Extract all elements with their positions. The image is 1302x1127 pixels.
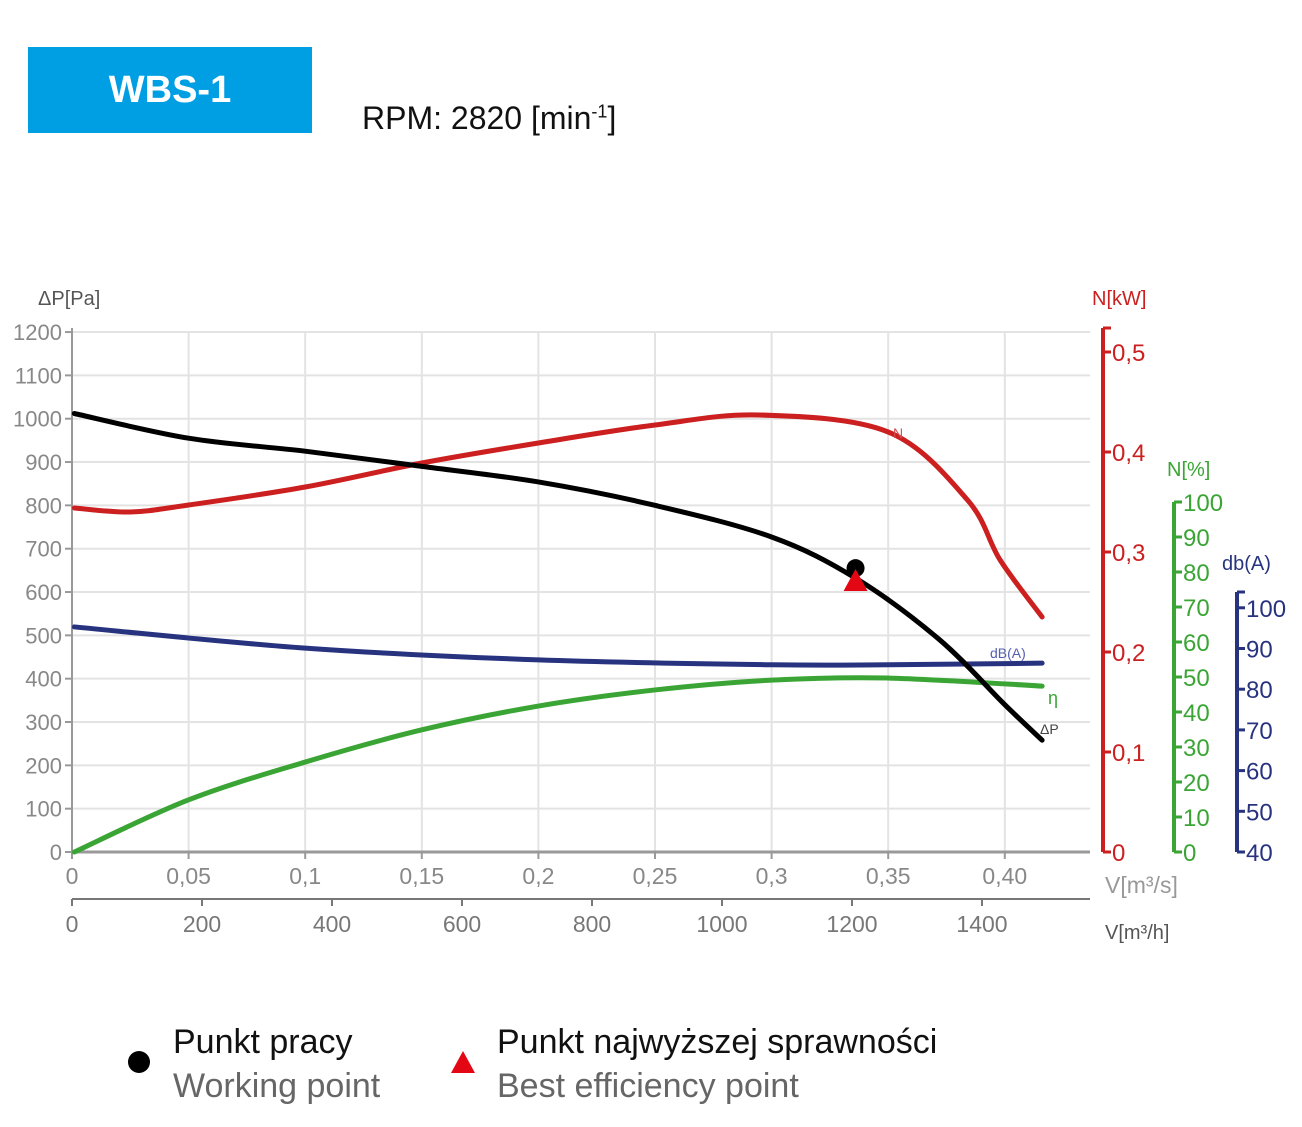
y-tick-label-dp: 200 bbox=[25, 753, 62, 778]
y-tick-label-dp: 300 bbox=[25, 710, 62, 735]
rpm-close: ] bbox=[607, 100, 617, 136]
x-tick-label-m3h: 0 bbox=[66, 911, 79, 937]
y-tick-label-dba: 80 bbox=[1246, 677, 1273, 704]
series-line-n bbox=[71, 412, 1045, 620]
x-tick-label-m3s: 0 bbox=[66, 863, 79, 889]
model-badge: WBS-1 bbox=[28, 47, 312, 133]
legend-best-efficiency-en: Best efficiency point bbox=[497, 1067, 799, 1105]
y-axis-label-pct: N[%] bbox=[1167, 459, 1210, 481]
x-tick-label-m3h: 400 bbox=[313, 911, 351, 937]
y-tick-label-pct: 80 bbox=[1183, 560, 1210, 587]
model-name: WBS-1 bbox=[108, 68, 232, 111]
y-tick-label-kw: 0 bbox=[1112, 840, 1125, 867]
legend-best-efficiency-pl: Punkt najwyższej sprawności bbox=[497, 1023, 938, 1061]
y-tick-label-dp: 100 bbox=[25, 797, 62, 822]
y-tick-label-dp: 700 bbox=[25, 537, 62, 562]
y-tick-label-pct: 0 bbox=[1183, 840, 1196, 867]
x-tick-label-m3h: 600 bbox=[443, 911, 481, 937]
legend-working-point: Punkt pracy Working point bbox=[173, 1020, 380, 1108]
x-axis-m3h-label: V[m³/h] bbox=[1105, 922, 1169, 944]
y-tick-label-dba: 60 bbox=[1246, 759, 1273, 786]
y-tick-label-pct: 100 bbox=[1183, 490, 1223, 517]
y-tick-label-pct: 30 bbox=[1183, 735, 1210, 762]
x-tick-label-m3s: 0,15 bbox=[399, 863, 444, 889]
y-tick-label-dp: 500 bbox=[25, 623, 62, 648]
y-tick-label-dp: 800 bbox=[25, 493, 62, 518]
x-tick-label-m3h: 1200 bbox=[826, 911, 877, 937]
y-tick-label-dp: 1200 bbox=[13, 320, 62, 345]
rpm-sup: -1 bbox=[591, 101, 608, 122]
x-tick-label-m3s: 0,35 bbox=[866, 863, 911, 889]
y-tick-label-kw: 0,1 bbox=[1112, 740, 1145, 767]
x-tick-label-m3s: 0,3 bbox=[756, 863, 788, 889]
y-tick-label-dp: 1000 bbox=[13, 407, 62, 432]
series-line-eta bbox=[71, 675, 1045, 855]
x-tick-label-m3s: 0,25 bbox=[633, 863, 678, 889]
legend-best-efficiency: Punkt najwyższej sprawności Best efficie… bbox=[497, 1020, 937, 1108]
x-axis-m3s-label: V[m³/s] bbox=[1105, 872, 1178, 898]
y-tick-label-kw: 0,2 bbox=[1112, 640, 1145, 667]
legend-working-point-en: Working point bbox=[173, 1067, 381, 1105]
rpm-label: RPM: 2820 [min-1] bbox=[362, 100, 616, 137]
x-tick-label-m3h: 1000 bbox=[696, 911, 747, 937]
y-tick-label-pct: 60 bbox=[1183, 630, 1210, 657]
x-tick-label-m3s: 0,40 bbox=[982, 863, 1027, 889]
rpm-text: RPM: 2820 [min bbox=[362, 100, 592, 136]
y-tick-label-dp: 900 bbox=[25, 450, 62, 475]
y-axis-dp-label: ΔP[Pa] bbox=[38, 288, 100, 310]
working-point bbox=[846, 559, 865, 578]
y-tick-label-dba: 100 bbox=[1246, 596, 1286, 623]
y-tick-label-kw: 0,4 bbox=[1112, 440, 1145, 467]
y-axis-label-dba: db(A) bbox=[1222, 553, 1271, 575]
series-line-dp bbox=[71, 411, 1045, 743]
legend-working-point-pl: Punkt pracy bbox=[173, 1023, 353, 1061]
series-label-dp: ΔP bbox=[1040, 721, 1059, 737]
series-line-dba bbox=[71, 624, 1045, 668]
best-efficiency-point bbox=[843, 569, 868, 592]
y-tick-label-pct: 90 bbox=[1183, 525, 1210, 552]
y-tick-label-dba: 70 bbox=[1246, 718, 1273, 745]
y-tick-label-dp: 600 bbox=[25, 580, 62, 605]
y-tick-label-dp: 1100 bbox=[15, 363, 62, 388]
y-tick-label-kw: 0,3 bbox=[1112, 540, 1145, 567]
y-tick-label-dba: 90 bbox=[1246, 637, 1273, 664]
y-tick-label-dba: 50 bbox=[1246, 799, 1273, 826]
x-tick-label-m3s: 0,2 bbox=[522, 863, 554, 889]
x-tick-label-m3h: 1400 bbox=[956, 911, 1007, 937]
x-tick-label-m3s: 0,1 bbox=[289, 863, 321, 889]
y-tick-label-dp: 400 bbox=[25, 667, 62, 692]
y-tick-label-dp: 0 bbox=[50, 840, 62, 865]
series-label-dba: dB(A) bbox=[990, 645, 1026, 661]
series-label-n: N bbox=[893, 425, 903, 441]
y-tick-label-dba: 40 bbox=[1246, 840, 1273, 867]
y-tick-label-pct: 40 bbox=[1183, 700, 1210, 727]
y-tick-label-kw: 0,5 bbox=[1112, 340, 1145, 367]
y-tick-label-pct: 10 bbox=[1183, 805, 1210, 832]
x-tick-label-m3h: 800 bbox=[573, 911, 611, 937]
y-tick-label-pct: 70 bbox=[1183, 595, 1210, 622]
y-tick-label-pct: 20 bbox=[1183, 770, 1210, 797]
x-tick-label-m3h: 200 bbox=[183, 911, 221, 937]
series-label-eta: η bbox=[1048, 688, 1058, 708]
x-tick-label-m3s: 0,05 bbox=[166, 863, 211, 889]
y-axis-label-kw: N[kW] bbox=[1092, 288, 1146, 310]
y-tick-label-pct: 50 bbox=[1183, 665, 1210, 692]
